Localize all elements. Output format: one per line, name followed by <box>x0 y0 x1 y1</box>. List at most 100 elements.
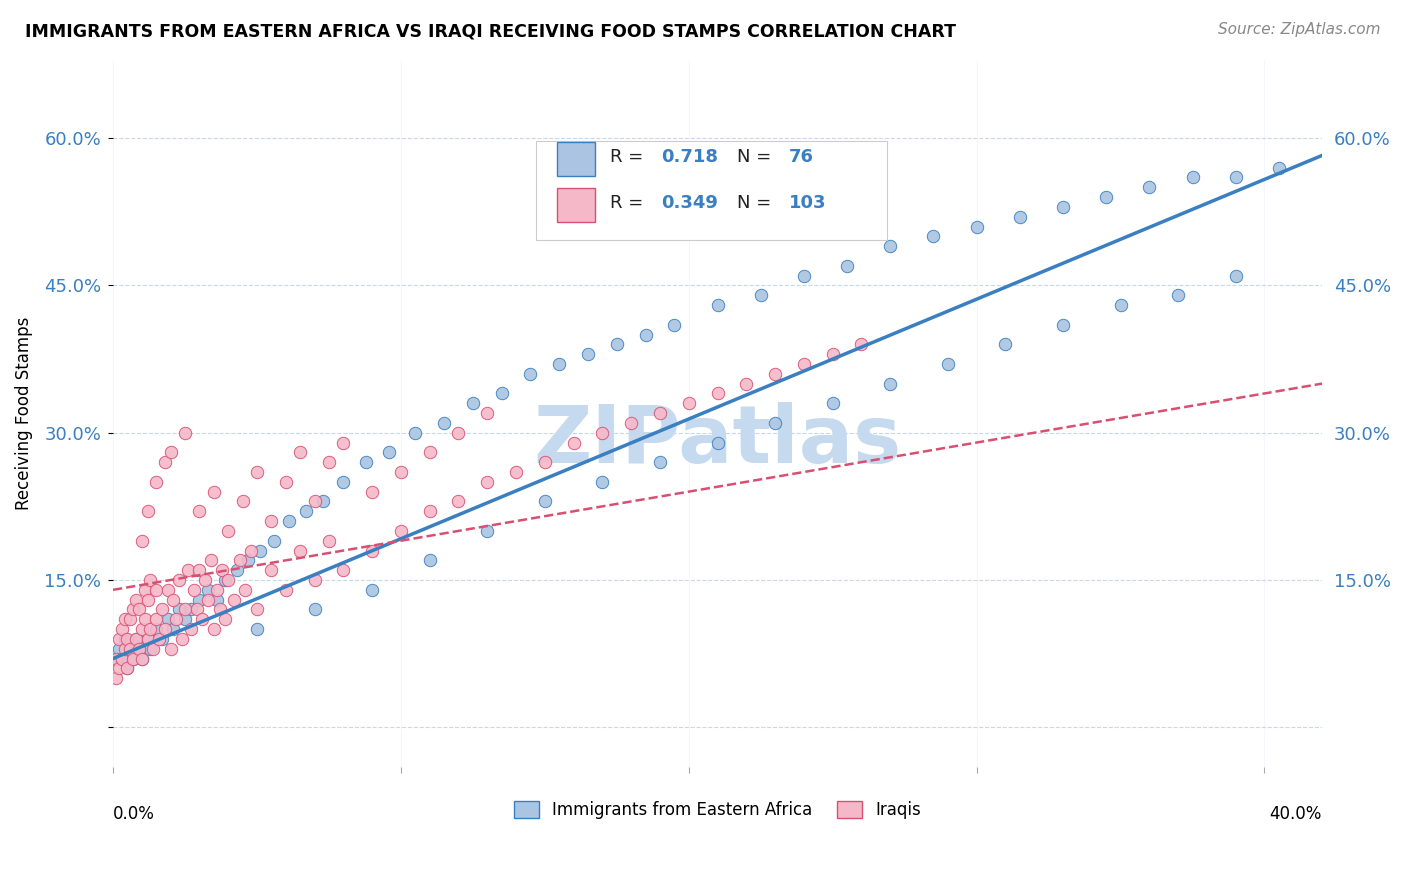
Point <box>136 632 159 646</box>
Point <box>361 484 384 499</box>
Point <box>548 357 571 371</box>
Point <box>879 376 901 391</box>
Text: R =: R = <box>610 194 650 212</box>
Point <box>128 641 150 656</box>
Point <box>879 239 901 253</box>
Point <box>202 622 225 636</box>
Point <box>318 533 340 548</box>
Point <box>225 563 247 577</box>
Point <box>128 602 150 616</box>
Point <box>312 494 335 508</box>
Point <box>177 563 200 577</box>
Point <box>648 406 671 420</box>
Point <box>145 582 167 597</box>
Point <box>145 475 167 489</box>
Point <box>131 622 153 636</box>
Point <box>122 602 145 616</box>
Point <box>211 563 233 577</box>
Text: R =: R = <box>610 148 650 166</box>
Point <box>240 543 263 558</box>
Point <box>174 612 197 626</box>
Point <box>202 484 225 499</box>
Point <box>128 641 150 656</box>
Point <box>131 651 153 665</box>
Point <box>174 425 197 440</box>
Point <box>131 651 153 665</box>
Point <box>246 465 269 479</box>
Point <box>205 582 228 597</box>
Point <box>1181 170 1204 185</box>
Point <box>419 553 441 567</box>
Point <box>620 416 643 430</box>
Point <box>165 612 187 626</box>
Point <box>591 425 613 440</box>
Point <box>263 533 285 548</box>
Point <box>114 632 136 646</box>
Point <box>706 298 728 312</box>
Point <box>1052 200 1074 214</box>
Point <box>125 632 148 646</box>
Point <box>994 337 1017 351</box>
Point <box>214 573 236 587</box>
Point <box>122 651 145 665</box>
Text: 40.0%: 40.0% <box>1270 805 1322 823</box>
Point <box>749 288 772 302</box>
Point <box>156 612 179 626</box>
Point <box>304 602 326 616</box>
Point <box>1268 161 1291 175</box>
Point <box>936 357 959 371</box>
Point <box>150 632 173 646</box>
Point <box>1225 170 1247 185</box>
Point <box>793 268 815 283</box>
Point <box>378 445 401 459</box>
Point <box>1052 318 1074 332</box>
Point <box>288 445 311 459</box>
Point <box>136 592 159 607</box>
Point <box>304 494 326 508</box>
Point <box>304 573 326 587</box>
Point <box>217 573 239 587</box>
Point <box>148 632 170 646</box>
Point <box>117 632 139 646</box>
Point <box>664 318 686 332</box>
Point <box>332 435 354 450</box>
Point <box>835 259 858 273</box>
Point <box>447 494 470 508</box>
Point <box>576 347 599 361</box>
Point <box>763 367 786 381</box>
Point <box>389 465 412 479</box>
Point <box>111 622 134 636</box>
Point <box>145 612 167 626</box>
Point <box>389 524 412 538</box>
Bar <box>557 188 596 222</box>
Point <box>114 641 136 656</box>
Point <box>136 632 159 646</box>
Point <box>1137 180 1160 194</box>
Point <box>153 455 176 469</box>
Point <box>1095 190 1118 204</box>
Text: 76: 76 <box>789 148 814 166</box>
Point <box>117 661 139 675</box>
Point <box>197 582 219 597</box>
Text: IMMIGRANTS FROM EASTERN AFRICA VS IRAQI RECEIVING FOOD STAMPS CORRELATION CHART: IMMIGRANTS FROM EASTERN AFRICA VS IRAQI … <box>25 22 956 40</box>
Text: 0.718: 0.718 <box>661 148 717 166</box>
Point <box>249 543 271 558</box>
Point <box>332 475 354 489</box>
Point <box>1008 210 1031 224</box>
Point <box>922 229 945 244</box>
Point <box>197 592 219 607</box>
Point <box>519 367 541 381</box>
Point <box>477 524 499 538</box>
Point <box>404 425 426 440</box>
Point <box>172 632 194 646</box>
Point <box>167 602 190 616</box>
Point <box>217 524 239 538</box>
Point <box>260 514 283 528</box>
Point <box>235 582 257 597</box>
Point <box>194 573 217 587</box>
Point <box>295 504 318 518</box>
Point <box>966 219 988 234</box>
Point <box>793 357 815 371</box>
Point <box>277 514 299 528</box>
Point <box>591 475 613 489</box>
